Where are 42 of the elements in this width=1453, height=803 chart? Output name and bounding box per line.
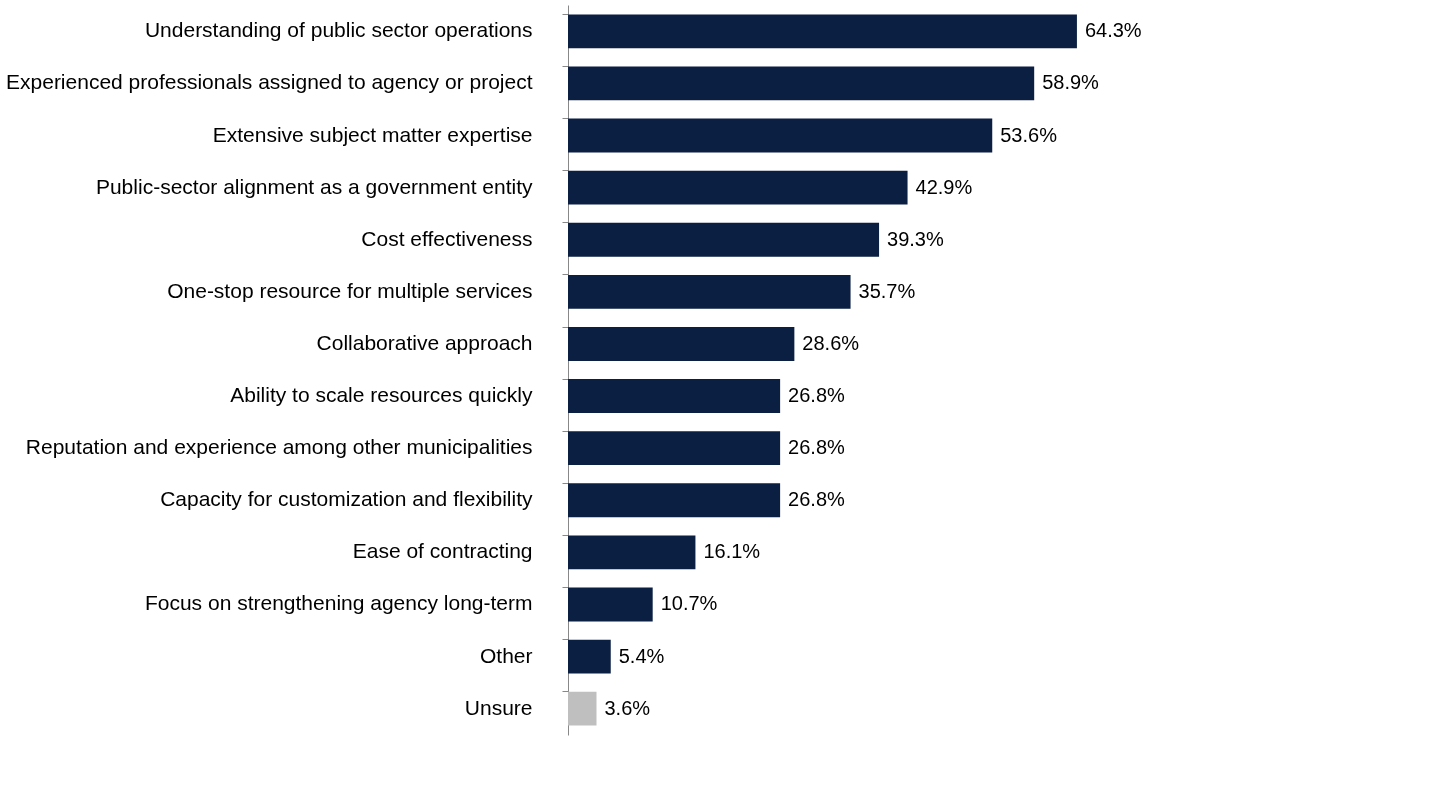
y-tick-label: Focus on strengthening agency long-term xyxy=(144,591,533,615)
bar xyxy=(568,639,611,674)
y-tick-label: Experienced professionals assigned to agency or project xyxy=(6,70,533,94)
data-label: 3.6% xyxy=(604,696,651,719)
bar xyxy=(568,66,1035,101)
bar xyxy=(568,483,781,518)
y-tick-label: Other xyxy=(479,643,533,667)
bar xyxy=(568,222,880,257)
y-tick-label: Ease of contracting xyxy=(352,539,533,563)
data-label: 42.9% xyxy=(915,175,973,198)
bar xyxy=(568,379,781,413)
y-tick-label: Unsure xyxy=(464,695,533,719)
y-tick-label: Public-sector alignment as a government entity xyxy=(95,174,533,198)
bar xyxy=(568,274,851,309)
y-tick-label: Extensive subject matter expertise xyxy=(212,122,533,146)
bar xyxy=(568,431,781,466)
data-label: 64.3% xyxy=(1084,19,1142,42)
data-label: 28.6% xyxy=(802,331,860,354)
bar xyxy=(568,535,696,570)
data-label: 58.9% xyxy=(1042,71,1100,94)
data-label: 5.4% xyxy=(618,644,665,667)
data-label: 26.8% xyxy=(788,488,846,511)
data-label: 26.8% xyxy=(788,384,846,407)
data-label: 39.3% xyxy=(887,227,944,250)
bar xyxy=(568,118,993,153)
y-tick-label: Understanding of public sector operations xyxy=(144,18,533,42)
y-tick-label: Cost effectiveness xyxy=(361,226,533,250)
y-tick-label: Collaborative approach xyxy=(316,330,533,354)
data-label: 10.7% xyxy=(660,592,718,615)
data-label: 16.1% xyxy=(703,540,761,563)
bar xyxy=(568,170,908,205)
data-label: 53.6% xyxy=(1000,123,1058,146)
data-label: 35.7% xyxy=(858,279,916,302)
bar xyxy=(568,587,653,622)
bar xyxy=(568,14,1077,49)
data-label: 26.8% xyxy=(788,436,846,459)
bar xyxy=(568,327,795,361)
bar xyxy=(568,691,597,726)
y-tick-label: Capacity for customization and flexibility xyxy=(160,487,533,511)
y-tick-label: Reputation and experience among other municipalities xyxy=(25,435,533,459)
y-tick-label: One-stop resource for multiple services xyxy=(167,278,533,302)
y-tick-label: Ability to scale resources quickly xyxy=(230,383,533,407)
